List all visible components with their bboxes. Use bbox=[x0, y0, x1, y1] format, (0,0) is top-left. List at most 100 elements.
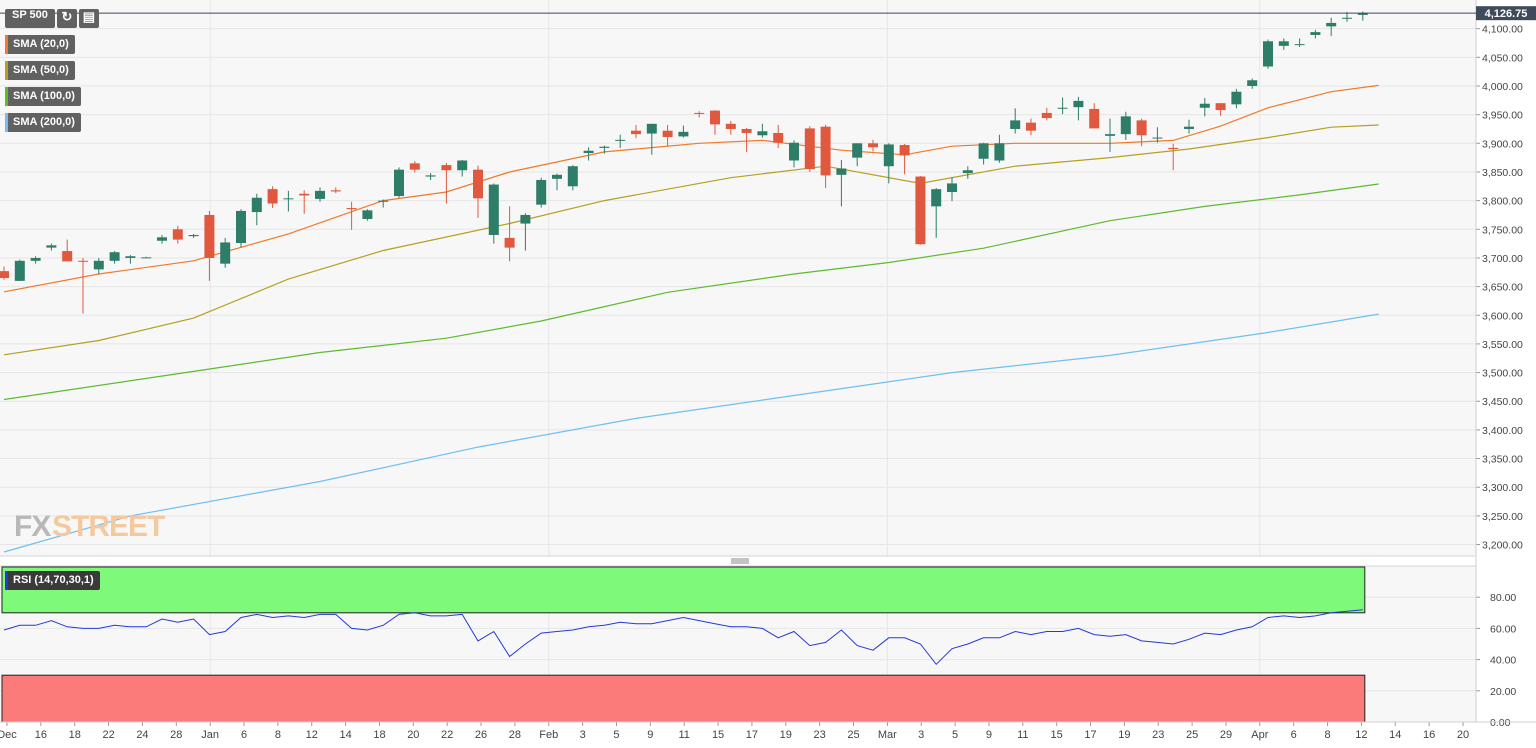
candle-body bbox=[30, 257, 41, 261]
x-tick-label: 8 bbox=[1324, 729, 1330, 741]
indicator-sma20[interactable]: SMA (20,0) bbox=[5, 35, 75, 54]
indicator-sma100-label: SMA (100,0) bbox=[13, 90, 75, 102]
x-tick-label: 20 bbox=[1457, 729, 1469, 741]
candle-body bbox=[1357, 13, 1368, 15]
y-tick-label: 4,100.00 bbox=[1482, 24, 1523, 36]
calendar-icon[interactable]: ▤ bbox=[78, 9, 99, 28]
x-tick-label: 6 bbox=[241, 729, 247, 741]
indicator-sma50[interactable]: SMA (50,0) bbox=[5, 61, 75, 80]
candle-body bbox=[536, 179, 547, 205]
rsi-y-tick-label: 40.00 bbox=[1490, 655, 1516, 667]
indicator-sma200[interactable]: SMA (200,0) bbox=[5, 113, 81, 132]
candle-body bbox=[836, 168, 847, 175]
x-tick-label: 9 bbox=[986, 729, 992, 741]
candle-body bbox=[62, 251, 73, 262]
watermark-logo: FX STREET bbox=[14, 510, 166, 543]
x-tick-label: 14 bbox=[339, 729, 351, 741]
x-tick-label: 6 bbox=[1291, 729, 1297, 741]
x-tick-label: 29 bbox=[1220, 729, 1232, 741]
candle-body bbox=[773, 132, 784, 143]
x-tick-label: 3 bbox=[918, 729, 924, 741]
y-tick-label: 3,950.00 bbox=[1482, 110, 1523, 122]
candle-body bbox=[109, 252, 120, 261]
candle-body bbox=[1152, 137, 1163, 139]
refresh-icon[interactable]: ↻ bbox=[56, 9, 77, 28]
candle-body bbox=[883, 144, 894, 167]
symbol-name[interactable]: SP 500 bbox=[5, 9, 55, 28]
candle-body bbox=[1278, 41, 1289, 46]
y-tick-label: 4,000.00 bbox=[1482, 81, 1523, 93]
candle-body bbox=[394, 169, 404, 197]
candle-body bbox=[1120, 116, 1131, 135]
candle-body bbox=[631, 130, 641, 135]
candle-body bbox=[947, 183, 957, 193]
candle-body bbox=[14, 260, 25, 281]
y-tick-label: 3,750.00 bbox=[1482, 224, 1523, 236]
last-price-tag bbox=[1476, 6, 1536, 21]
indicator-rsi[interactable]: RSI (14,70,30,1) bbox=[5, 571, 100, 590]
candle-body bbox=[994, 143, 1005, 161]
sma20-swatch bbox=[5, 35, 8, 54]
candle-body bbox=[567, 166, 578, 187]
candle-body bbox=[1215, 103, 1226, 111]
x-tick-label: 24 bbox=[136, 729, 148, 741]
candle-body bbox=[599, 146, 610, 148]
candle-body bbox=[46, 245, 57, 248]
candle-body bbox=[330, 190, 341, 192]
indicator-sma50-label: SMA (50,0) bbox=[13, 64, 69, 76]
x-tick-label: 3 bbox=[580, 729, 586, 741]
candle-body bbox=[710, 110, 720, 125]
rsi-y-tick-label: 60.00 bbox=[1490, 623, 1516, 635]
sma200-swatch bbox=[5, 113, 8, 132]
candle-body bbox=[457, 160, 468, 171]
y-tick-label: 3,800.00 bbox=[1482, 196, 1523, 208]
sma-line-200 bbox=[3, 84, 1379, 293]
x-tick-label: 23 bbox=[1152, 729, 1164, 741]
rsi-line bbox=[3, 609, 1363, 666]
candle-body bbox=[251, 197, 262, 213]
y-tick-label: 3,600.00 bbox=[1482, 310, 1523, 322]
y-tick-label: 3,650.00 bbox=[1482, 282, 1523, 294]
sma-line-100 bbox=[3, 183, 1379, 401]
x-tick-label: 22 bbox=[102, 729, 114, 741]
x-tick-label: 5 bbox=[952, 729, 958, 741]
y-tick-label: 3,450.00 bbox=[1482, 396, 1523, 408]
x-tick-label: 15 bbox=[1051, 729, 1063, 741]
x-tick-label: 26 bbox=[475, 729, 487, 741]
candle-body bbox=[362, 210, 373, 219]
x-tick-label: 25 bbox=[847, 729, 859, 741]
x-tick-label: 12 bbox=[1355, 729, 1367, 741]
rsi-overbought-zone bbox=[1, 566, 1366, 614]
candle-body bbox=[1263, 41, 1273, 67]
candle-body bbox=[615, 139, 626, 141]
candle-body bbox=[0, 271, 9, 278]
candle-body bbox=[1247, 80, 1258, 86]
candle-body bbox=[678, 131, 689, 137]
candle-body bbox=[1310, 32, 1321, 35]
y-tick-label: 3,400.00 bbox=[1482, 425, 1523, 437]
candle-body bbox=[646, 123, 657, 134]
candle-body bbox=[820, 126, 831, 176]
rsi-swatch bbox=[5, 571, 8, 590]
candle-body bbox=[1231, 91, 1242, 105]
candle-body bbox=[378, 200, 389, 202]
candle-body bbox=[662, 130, 673, 137]
candle-body bbox=[488, 184, 499, 236]
indicator-sma200-label: SMA (200,0) bbox=[13, 116, 75, 128]
candle-body bbox=[204, 214, 215, 258]
candle-body bbox=[1026, 122, 1036, 131]
x-tick-label: Mar bbox=[878, 729, 897, 741]
candle-body bbox=[1136, 120, 1147, 136]
sma-line-500 bbox=[3, 124, 1379, 356]
candle-body bbox=[552, 174, 562, 179]
candle-body bbox=[757, 131, 768, 136]
candle-body bbox=[425, 175, 436, 177]
rsi-y-tick-label: 0.00 bbox=[1490, 717, 1511, 729]
candle-body bbox=[962, 170, 973, 174]
watermark-fx: FX bbox=[14, 510, 51, 543]
indicator-sma100[interactable]: SMA (100,0) bbox=[5, 87, 81, 106]
x-tick-label: 18 bbox=[373, 729, 385, 741]
candle-body bbox=[741, 128, 752, 133]
candle-body bbox=[78, 260, 88, 262]
